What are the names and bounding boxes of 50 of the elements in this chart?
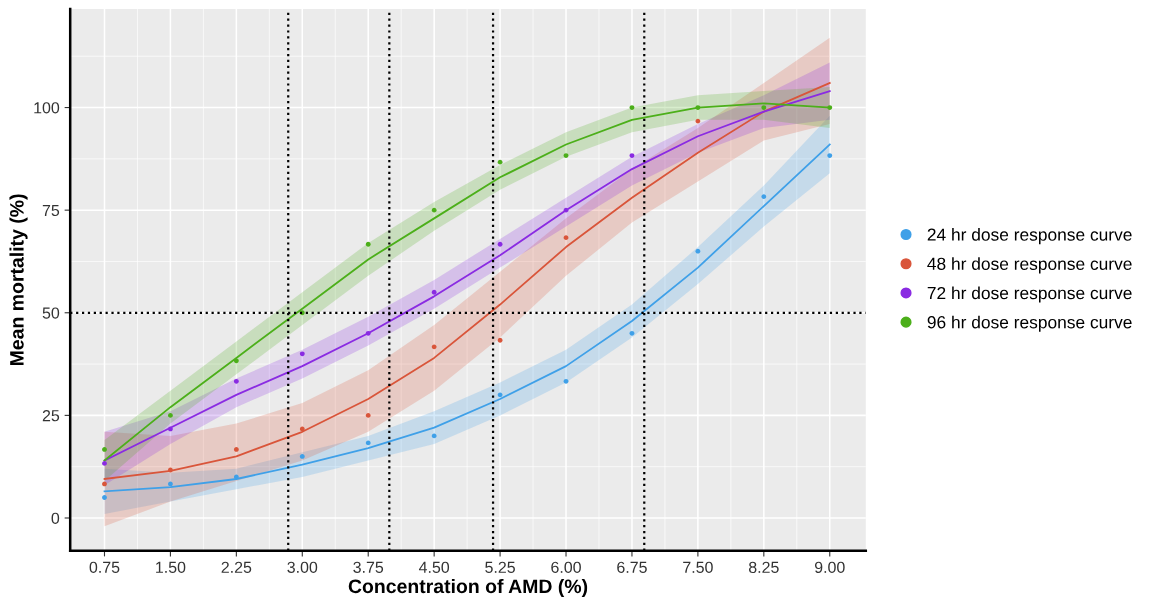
point [233, 378, 239, 384]
x-tick-label: 3.75 [353, 561, 384, 573]
y-tick-label: 50 [42, 307, 60, 319]
point [827, 105, 833, 110]
point [365, 412, 371, 418]
y-tick-label: 100 [34, 102, 60, 114]
point [365, 241, 371, 247]
legend-label: 72 hr dose response curve [927, 286, 1132, 303]
point [299, 454, 305, 459]
point [102, 461, 107, 466]
x-tick-label: 6.00 [551, 561, 581, 573]
x-tick-label: 7.50 [683, 561, 713, 573]
point [233, 447, 239, 452]
point [299, 426, 305, 432]
point [695, 105, 701, 110]
point [102, 447, 107, 452]
y-tick-label: 25 [42, 410, 60, 422]
point [233, 358, 239, 364]
point [431, 344, 437, 350]
legend-label: 48 hr dose response curve [927, 257, 1132, 274]
x-tick-label: 2.25 [221, 561, 252, 573]
point [629, 330, 635, 336]
x-tick-label: 0.75 [89, 561, 120, 573]
point [299, 351, 305, 357]
x-tick-label: 8.25 [748, 561, 779, 573]
point [827, 153, 833, 158]
point [761, 194, 767, 200]
x-axis-title: Concentration of AMD (%) [348, 578, 588, 598]
point [497, 241, 503, 247]
x-tick-label: 1.50 [156, 561, 186, 573]
x-tick-label: 9.00 [814, 561, 845, 573]
y-tick-label: 0 [51, 512, 60, 524]
point [365, 440, 371, 446]
point [233, 474, 239, 480]
x-tick-label: 6.75 [617, 561, 647, 573]
point [563, 378, 569, 384]
legend-label: 96 hr dose response curve [927, 315, 1132, 332]
x-tick-label: 4.50 [418, 561, 450, 573]
x-tick-label: 5.25 [485, 561, 515, 573]
point [365, 330, 371, 336]
x-tick-label: 3.00 [287, 561, 318, 573]
point [168, 412, 173, 418]
point [497, 337, 503, 343]
y-tick-label: 75 [42, 204, 60, 217]
point [431, 289, 437, 295]
legend-label: 24 hr dose response curve [927, 228, 1132, 245]
point [695, 248, 701, 254]
y-axis-title: Mean mortality (%) [9, 194, 28, 366]
point [102, 495, 107, 500]
point [761, 105, 767, 110]
